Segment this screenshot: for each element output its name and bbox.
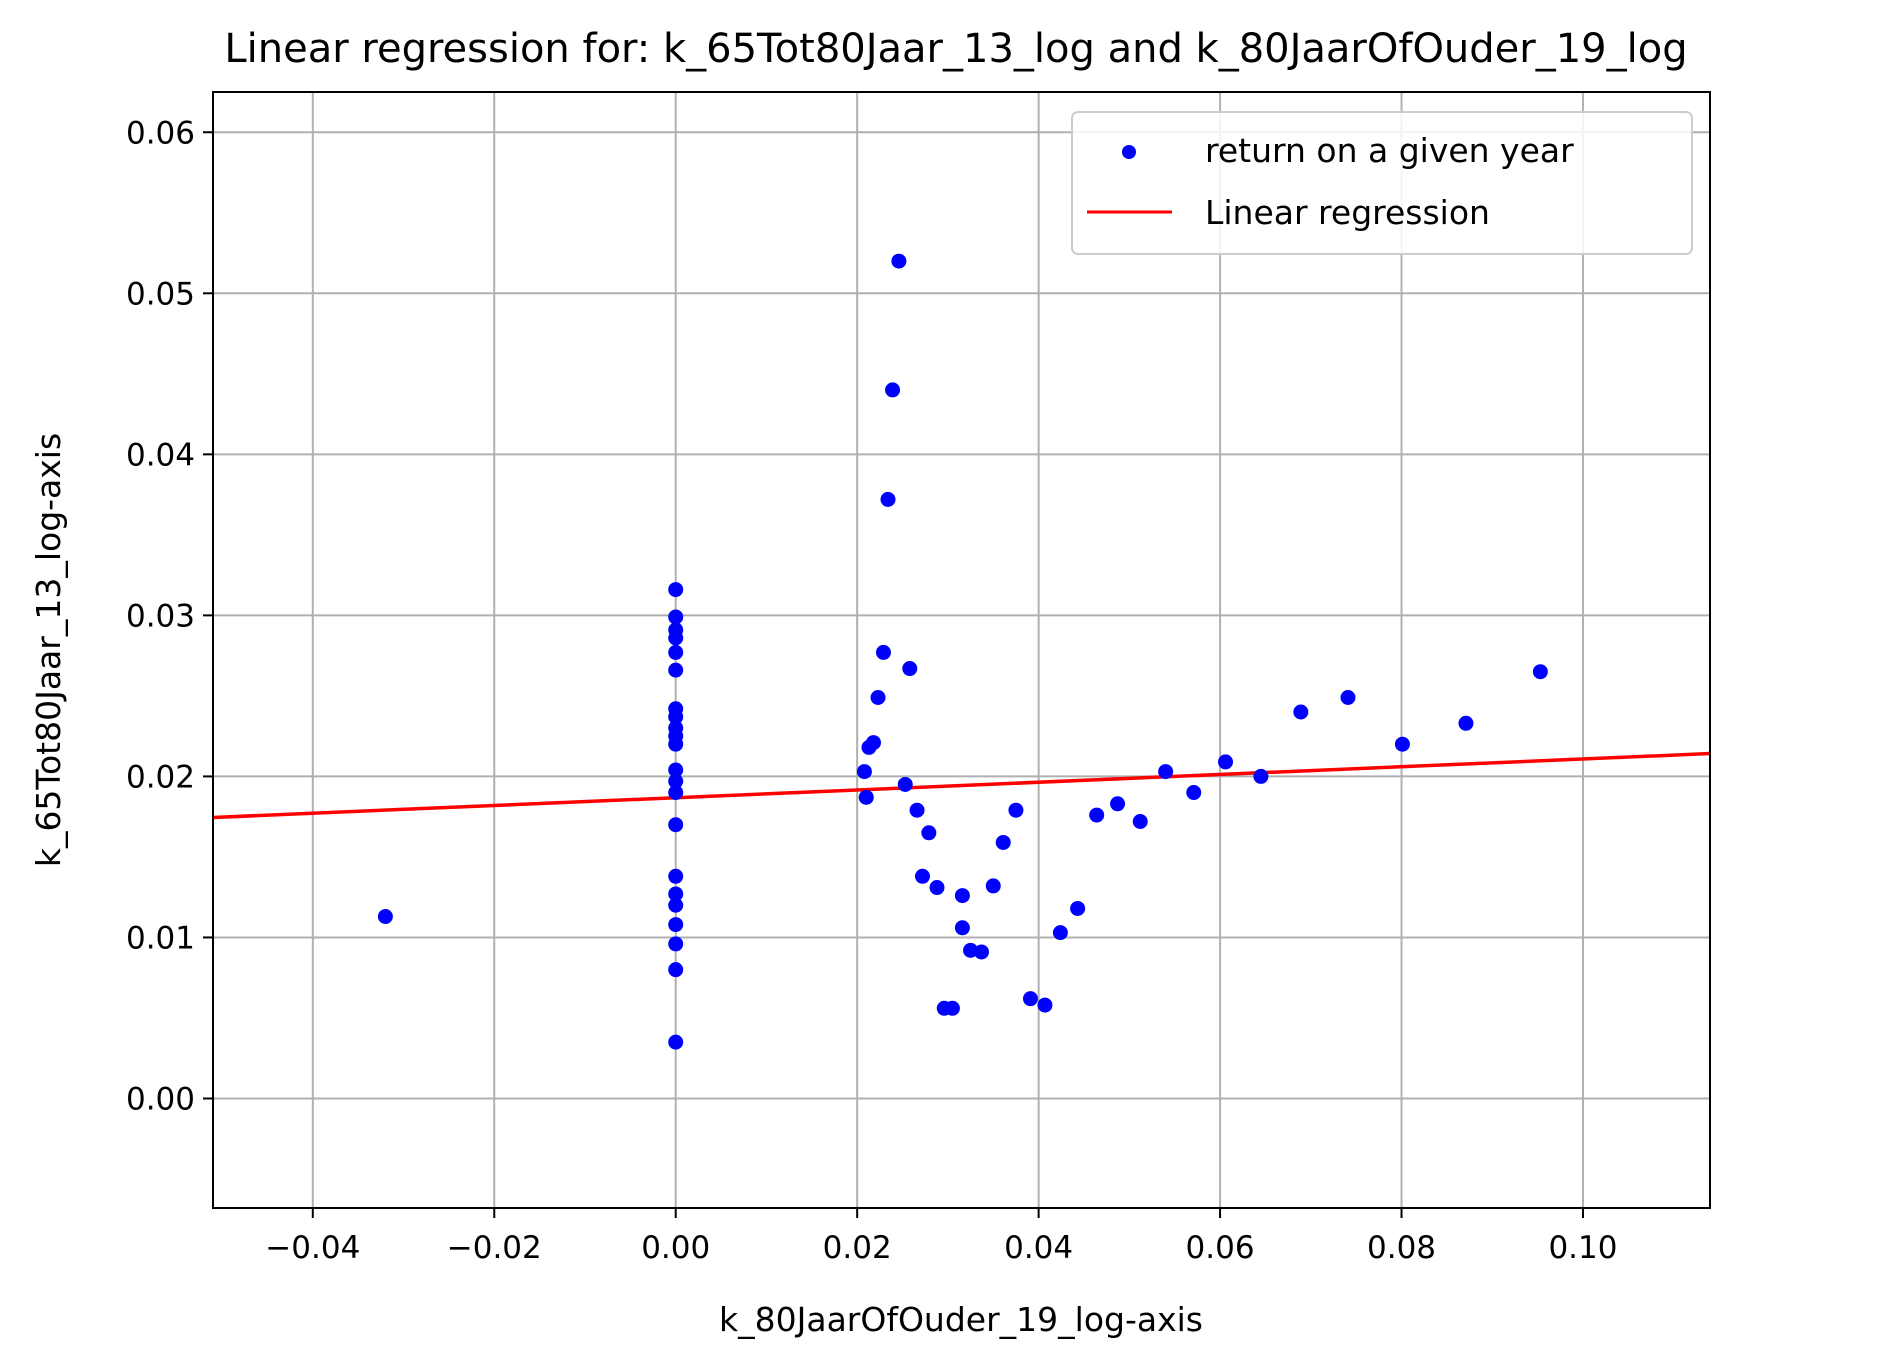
scatter-point [921, 825, 937, 841]
scatter-points [377, 253, 1548, 1050]
regression-layer [212, 751, 1711, 820]
y-tick-label: 0.02 [126, 759, 195, 795]
scatter-point [668, 897, 684, 913]
scatter-point [897, 776, 913, 792]
grid-lines [213, 92, 1710, 1208]
scatter-point [1022, 991, 1038, 1007]
y-axis-ticks: 0.00 0.01 0.02 0.03 0.04 0.05 0.06 [126, 115, 213, 1117]
scatter-point [668, 762, 684, 778]
x-tick-label: −0.04 [265, 1230, 360, 1266]
y-tick-label: 0.03 [126, 598, 195, 634]
scatter-point [668, 962, 684, 978]
y-axis-label: k_65Tot80Jaar_13_log-axis [29, 433, 68, 867]
scatter-point [858, 789, 874, 805]
scatter-point [1218, 754, 1234, 770]
scatter-point [668, 1034, 684, 1050]
scatter-point [1293, 704, 1309, 720]
scatter-point [1052, 925, 1068, 941]
scatter-point [1394, 736, 1410, 752]
x-axis-label: k_80JaarOfOuder_19_log-axis [719, 1300, 1203, 1339]
scatter-point [1110, 796, 1126, 812]
scatter-point [668, 609, 684, 625]
legend: return on a given year Linear regression [1071, 111, 1693, 255]
scatter-point [668, 936, 684, 952]
y-tick-label: 0.05 [126, 276, 195, 312]
scatter-point [1186, 785, 1202, 801]
x-axis-ticks: −0.04 −0.02 0.00 0.02 0.04 0.06 0.08 0.10 [265, 1208, 1617, 1266]
scatter-point [995, 834, 1011, 850]
scatter-point [668, 736, 684, 752]
scatter-point [944, 1000, 960, 1016]
scatter-point [668, 817, 684, 833]
y-tick-label: 0.01 [126, 920, 195, 956]
x-tick-label: −0.02 [447, 1230, 542, 1266]
scatter-point [870, 690, 886, 706]
chart-title: Linear regression for: k_65Tot80Jaar_13_… [224, 26, 1687, 72]
scatter-point [1253, 768, 1269, 784]
scatter-point [668, 785, 684, 801]
plot-area-frame [212, 91, 1711, 1209]
scatter-point [954, 920, 970, 936]
scatter-point [668, 917, 684, 933]
scatter-point [1340, 690, 1356, 706]
legend-box [1071, 111, 1693, 255]
scatter-point [1158, 764, 1174, 780]
scatter-point [973, 944, 989, 960]
legend-scatter-marker [1122, 145, 1136, 159]
scatter-point [668, 773, 684, 789]
y-tick-label: 0.00 [126, 1081, 195, 1117]
scatter-point [1008, 802, 1024, 818]
scatter-point [875, 644, 891, 660]
scatter-point [885, 382, 901, 398]
legend-label-scatter: return on a given year [1205, 131, 1574, 170]
x-tick-label: 0.10 [1548, 1230, 1617, 1266]
scatter-point [668, 868, 684, 884]
scatter-point [668, 644, 684, 660]
x-tick-label: 0.04 [1004, 1230, 1073, 1266]
scatter-point [1532, 664, 1548, 680]
scatter-point [668, 662, 684, 678]
scatter-point [1132, 814, 1148, 830]
scatter-point [1037, 997, 1053, 1013]
scatter-point [880, 491, 896, 507]
y-tick-label: 0.06 [126, 115, 195, 151]
legend-label-regression: Linear regression [1205, 193, 1490, 232]
scatter-point [985, 878, 1001, 894]
scatter-point [668, 630, 684, 646]
scatter-point [1070, 900, 1086, 916]
scatter-point [377, 909, 393, 925]
scatter-point [668, 582, 684, 598]
scatter-point [909, 802, 925, 818]
scatter-point [891, 253, 907, 269]
scatter-point [1458, 715, 1474, 731]
scatter-point [954, 888, 970, 904]
x-tick-label: 0.08 [1367, 1230, 1436, 1266]
scatter-point [914, 868, 930, 884]
scatter-point [865, 735, 881, 751]
scatter-point [902, 661, 918, 677]
scatter-point [929, 880, 945, 896]
scatter-point [668, 709, 684, 725]
scatter-point [1089, 807, 1105, 823]
x-tick-label: 0.06 [1186, 1230, 1255, 1266]
y-tick-label: 0.04 [126, 437, 195, 473]
scatter-point [856, 764, 872, 780]
regression-line [212, 751, 1711, 820]
x-tick-label: 0.00 [641, 1230, 710, 1266]
scatter-point [668, 886, 684, 902]
x-tick-label: 0.02 [823, 1230, 892, 1266]
